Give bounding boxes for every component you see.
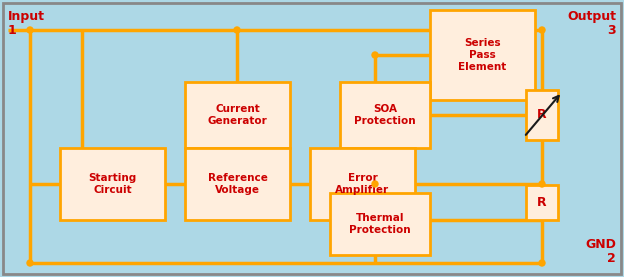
Text: R: R — [537, 196, 547, 209]
FancyBboxPatch shape — [526, 90, 558, 140]
FancyBboxPatch shape — [526, 185, 558, 220]
Text: Thermal
Protection: Thermal Protection — [349, 213, 411, 235]
Text: Series
Pass
Element: Series Pass Element — [459, 39, 507, 71]
Text: Error
Amplifier: Error Amplifier — [336, 173, 389, 195]
Circle shape — [539, 27, 545, 33]
FancyBboxPatch shape — [60, 148, 165, 220]
Circle shape — [372, 181, 378, 187]
Text: SOA
Protection: SOA Protection — [354, 104, 416, 126]
FancyBboxPatch shape — [340, 82, 430, 148]
FancyBboxPatch shape — [330, 193, 430, 255]
Circle shape — [539, 181, 545, 187]
Text: R: R — [537, 109, 547, 122]
Text: GND: GND — [585, 238, 616, 251]
FancyBboxPatch shape — [310, 148, 415, 220]
Text: Input: Input — [8, 10, 45, 23]
Text: 3: 3 — [607, 24, 616, 37]
Text: Starting
Circuit: Starting Circuit — [89, 173, 137, 195]
Text: Current
Generator: Current Generator — [208, 104, 267, 126]
Text: Output: Output — [567, 10, 616, 23]
FancyBboxPatch shape — [185, 148, 290, 220]
Circle shape — [27, 260, 33, 266]
Circle shape — [234, 27, 240, 33]
Circle shape — [539, 260, 545, 266]
FancyBboxPatch shape — [185, 82, 290, 148]
Text: 1: 1 — [8, 24, 17, 37]
FancyBboxPatch shape — [430, 10, 535, 100]
Text: 2: 2 — [607, 252, 616, 265]
Circle shape — [27, 27, 33, 33]
Circle shape — [372, 52, 378, 58]
Text: Reference
Voltage: Reference Voltage — [208, 173, 268, 195]
